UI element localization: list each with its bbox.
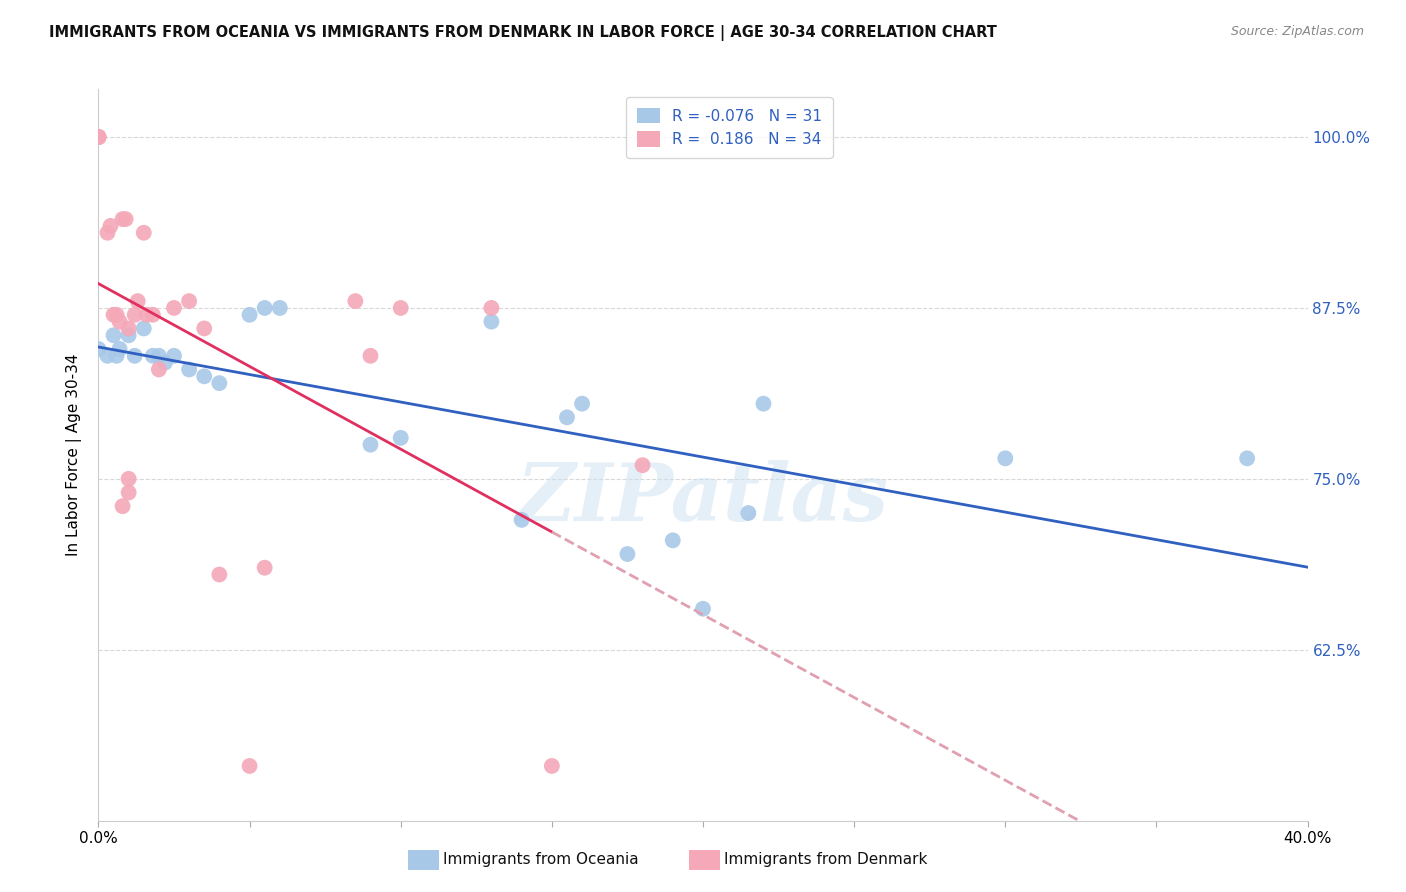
Point	[87, 342, 110, 356]
Point	[555, 410, 578, 425]
Point	[692, 601, 714, 615]
Point	[142, 349, 165, 363]
Point	[135, 308, 157, 322]
Text: Source: ZipAtlas.com: Source: ZipAtlas.com	[1230, 25, 1364, 38]
Point	[752, 397, 775, 411]
Point	[142, 308, 165, 322]
Point	[103, 328, 125, 343]
Point	[193, 321, 215, 335]
Point	[481, 301, 503, 315]
Point	[105, 349, 128, 363]
Text: ZIPatlas: ZIPatlas	[517, 460, 889, 538]
Point	[100, 219, 122, 233]
Point	[118, 472, 141, 486]
Point	[360, 438, 382, 452]
Point	[87, 130, 110, 145]
Point	[87, 130, 110, 145]
Point	[360, 349, 382, 363]
Point	[193, 369, 215, 384]
Point	[163, 301, 186, 315]
Point	[96, 226, 118, 240]
Point	[153, 356, 176, 370]
Legend: R = -0.076   N = 31, R =  0.186   N = 34: R = -0.076 N = 31, R = 0.186 N = 34	[626, 97, 832, 158]
Point	[510, 513, 533, 527]
Text: Immigrants from Denmark: Immigrants from Denmark	[724, 853, 928, 867]
Point	[118, 328, 141, 343]
Point	[118, 321, 141, 335]
Text: IMMIGRANTS FROM OCEANIA VS IMMIGRANTS FROM DENMARK IN LABOR FORCE | AGE 30-34 CO: IMMIGRANTS FROM OCEANIA VS IMMIGRANTS FR…	[49, 25, 997, 41]
Point	[118, 485, 141, 500]
Point	[239, 308, 262, 322]
Point	[208, 376, 231, 391]
Point	[994, 451, 1017, 466]
Point	[132, 321, 155, 335]
Point	[111, 212, 134, 227]
Point	[127, 294, 149, 309]
Point	[103, 308, 125, 322]
Point	[179, 362, 201, 376]
Point	[87, 130, 110, 145]
Point	[540, 759, 562, 773]
Point	[737, 506, 759, 520]
Point	[253, 301, 276, 315]
Point	[108, 342, 131, 356]
Point	[148, 349, 170, 363]
Point	[571, 397, 593, 411]
Point	[124, 308, 146, 322]
Point	[148, 362, 170, 376]
Point	[269, 301, 291, 315]
Point	[631, 458, 654, 472]
Point	[87, 130, 110, 145]
Point	[87, 130, 110, 145]
Point	[179, 294, 201, 309]
Point	[389, 301, 412, 315]
Point	[132, 226, 155, 240]
Point	[96, 349, 118, 363]
Point	[344, 294, 367, 309]
Point	[661, 533, 683, 548]
Point	[163, 349, 186, 363]
Point	[208, 567, 231, 582]
Point	[389, 431, 412, 445]
Point	[124, 349, 146, 363]
Point	[1236, 451, 1258, 466]
Point	[111, 499, 134, 513]
Point	[616, 547, 638, 561]
Point	[481, 315, 503, 329]
Point	[253, 560, 276, 574]
Text: Immigrants from Oceania: Immigrants from Oceania	[443, 853, 638, 867]
Y-axis label: In Labor Force | Age 30-34: In Labor Force | Age 30-34	[66, 353, 83, 557]
Point	[105, 308, 128, 322]
Point	[239, 759, 262, 773]
Point	[108, 315, 131, 329]
Point	[114, 212, 136, 227]
